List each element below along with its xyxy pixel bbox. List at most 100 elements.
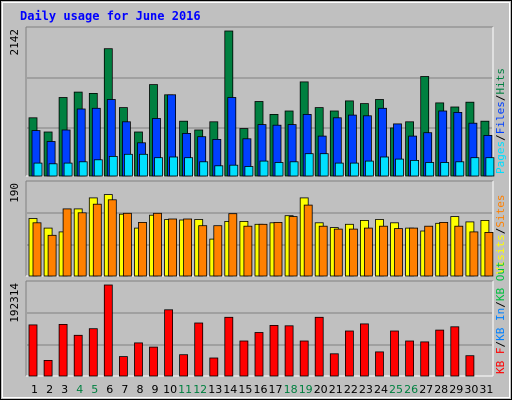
bar xyxy=(124,153,133,177)
x-tick-label: 19 xyxy=(299,383,313,396)
bar xyxy=(209,357,219,377)
bar xyxy=(284,325,294,377)
bar xyxy=(274,162,284,177)
bar xyxy=(484,231,494,277)
bar xyxy=(435,329,445,377)
bar xyxy=(390,330,399,377)
bar xyxy=(465,355,475,377)
bar xyxy=(107,199,117,277)
bar xyxy=(470,157,480,177)
legend-item: Visits xyxy=(494,234,507,274)
bar xyxy=(329,353,339,377)
bar xyxy=(119,356,128,377)
series-sites xyxy=(32,199,494,277)
legend: Visits/Sites xyxy=(494,195,507,275)
bar xyxy=(314,316,324,377)
bar xyxy=(63,162,73,177)
bar xyxy=(359,323,369,377)
bar xyxy=(88,328,98,377)
bar xyxy=(183,218,193,277)
bar xyxy=(244,166,254,177)
x-tick-label: 14 xyxy=(223,383,237,396)
bar xyxy=(73,334,83,377)
bar xyxy=(405,340,415,377)
x-tick-label: 13 xyxy=(208,383,222,396)
x-tick-label: 7 xyxy=(121,383,128,396)
x-tick-label: 5 xyxy=(91,383,98,396)
bar xyxy=(289,161,299,177)
bar xyxy=(103,284,113,377)
x-tick-label: 23 xyxy=(359,383,373,396)
bar xyxy=(149,346,158,377)
bar xyxy=(485,157,495,177)
legend-item: KB Out xyxy=(494,261,507,301)
bar xyxy=(194,322,204,377)
bar xyxy=(269,324,279,377)
x-tick-label: 31 xyxy=(479,383,493,396)
legend: KB F/KB In/KB Out xyxy=(494,261,507,374)
bar xyxy=(239,340,249,377)
legend-separator: / xyxy=(494,341,507,348)
bar xyxy=(333,228,343,277)
bar xyxy=(455,161,465,177)
x-tick-label: 15 xyxy=(238,383,252,396)
bar xyxy=(364,160,374,177)
bar xyxy=(227,97,237,177)
bar xyxy=(395,158,404,177)
bar xyxy=(198,225,208,277)
bar xyxy=(93,159,103,177)
legend-separator: / xyxy=(494,95,507,102)
bar xyxy=(259,160,269,177)
bar xyxy=(224,316,234,377)
x-tick-label: 17 xyxy=(269,383,283,396)
bar xyxy=(319,153,329,177)
x-tick-label: 16 xyxy=(254,383,268,396)
bar xyxy=(318,225,328,277)
legend-separator: / xyxy=(494,301,507,308)
bar xyxy=(58,323,68,377)
bar xyxy=(349,162,359,177)
bar xyxy=(363,227,373,277)
x-tick-label: 18 xyxy=(284,383,298,396)
bar xyxy=(199,161,209,177)
bar xyxy=(62,208,72,277)
legend-item: Hits xyxy=(494,68,507,95)
bar xyxy=(139,153,148,177)
bar xyxy=(32,222,42,277)
bar xyxy=(33,162,43,177)
x-tick-label: 21 xyxy=(329,383,343,396)
bar xyxy=(420,341,430,377)
bar xyxy=(228,213,238,277)
bar xyxy=(344,330,354,377)
bar xyxy=(469,231,479,277)
x-tick-label: 26 xyxy=(404,383,418,396)
bar xyxy=(154,157,163,177)
bar xyxy=(424,225,434,277)
bar xyxy=(409,227,419,277)
max-value-label: 2142 xyxy=(8,29,21,56)
legend-separator: / xyxy=(494,134,507,141)
bar xyxy=(394,228,403,277)
bar xyxy=(380,156,389,177)
bar xyxy=(304,153,314,177)
bar xyxy=(43,359,53,377)
bar xyxy=(169,156,179,177)
bar xyxy=(454,225,464,277)
panel-kbytes: 192314 KB F/KB In/KB Out xyxy=(8,261,507,377)
bar xyxy=(28,324,38,377)
chart-title: Daily usage for June 2016 xyxy=(20,9,201,23)
bar xyxy=(123,212,132,277)
bar xyxy=(47,234,57,277)
max-value-label: 192314 xyxy=(8,283,21,323)
x-tick-label: 3 xyxy=(61,383,68,396)
x-tick-label: 12 xyxy=(193,383,207,396)
legend-item: Files xyxy=(494,101,507,134)
bar xyxy=(243,225,253,277)
x-tick-label: 29 xyxy=(449,383,463,396)
panel-visits-sites: 190 Visits/Sites xyxy=(8,180,507,277)
legend: Pages/Files/Hits xyxy=(494,68,507,174)
max-value-label: 190 xyxy=(8,183,21,203)
